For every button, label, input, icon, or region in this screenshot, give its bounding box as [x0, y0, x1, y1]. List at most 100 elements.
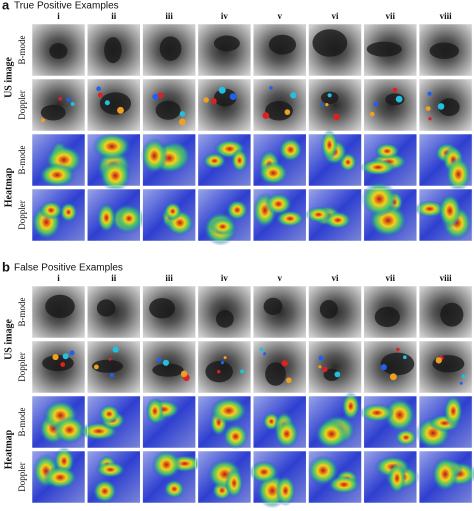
- row-label: Doppler: [17, 352, 27, 382]
- image-bg: [32, 79, 85, 131]
- heatmap: [31, 133, 86, 188]
- heatmap: [87, 450, 141, 504]
- image-border: [197, 285, 252, 339]
- image-border: [308, 23, 362, 77]
- us-image: [87, 23, 141, 77]
- activation: [341, 391, 360, 421]
- activation: [305, 206, 333, 223]
- panel-title: False Positive Examples: [14, 263, 123, 274]
- column-label: v: [277, 273, 282, 283]
- heatmap: [252, 188, 307, 242]
- us-image: [31, 23, 86, 77]
- group-label: Heatmap: [3, 167, 14, 207]
- heatmap: [197, 188, 252, 246]
- activation: [209, 217, 237, 236]
- doppler-flow: [284, 109, 291, 115]
- doppler-flow: [179, 111, 186, 117]
- activation: [151, 450, 182, 480]
- activation: [117, 207, 142, 230]
- activation: [359, 159, 397, 176]
- column-label: i: [57, 11, 60, 21]
- heatmap: [142, 188, 196, 242]
- heatmap: [307, 450, 362, 504]
- doppler-flow: [96, 86, 101, 92]
- doppler-flow: [392, 87, 398, 93]
- us-image: [418, 23, 473, 77]
- image-border: [363, 450, 418, 504]
- activation: [314, 418, 349, 450]
- image-border: [308, 395, 362, 449]
- activation: [361, 181, 398, 218]
- activation: [202, 152, 227, 170]
- activation: [99, 159, 131, 192]
- doppler-flow: [334, 371, 341, 378]
- activation: [431, 456, 459, 492]
- row-label: B-mode: [17, 35, 27, 64]
- doppler-flow: [327, 93, 332, 98]
- image-border: [252, 395, 307, 449]
- activation: [274, 419, 299, 449]
- doppler-flow: [220, 361, 225, 365]
- image-border: [308, 285, 362, 339]
- lesion: [214, 88, 237, 107]
- doppler-flow: [403, 355, 407, 360]
- image-border: [197, 340, 252, 394]
- us-image: [197, 340, 252, 394]
- image-border: [142, 133, 196, 187]
- activation: [59, 202, 78, 223]
- image-border: [418, 285, 473, 339]
- heatmap: [415, 394, 473, 450]
- doppler-flow: [240, 369, 245, 374]
- doppler-flow: [290, 92, 297, 99]
- activation: [222, 423, 249, 450]
- image-border: [142, 23, 196, 77]
- doppler-flow: [325, 102, 329, 107]
- us-image: [142, 23, 196, 77]
- image-border: [87, 450, 141, 504]
- us-image: [308, 340, 362, 394]
- lesion: [374, 306, 400, 328]
- activation: [39, 200, 63, 220]
- lesion: [91, 359, 124, 373]
- panel-letter: a: [2, 0, 10, 12]
- heatmap: [78, 395, 141, 449]
- activation: [264, 192, 293, 216]
- us-image: [308, 78, 362, 132]
- doppler-flow: [369, 111, 375, 117]
- lesion: [159, 36, 182, 61]
- us-image: [252, 285, 307, 339]
- image-border: [197, 188, 252, 242]
- activation: [327, 475, 361, 494]
- lesion: [380, 352, 415, 376]
- heatmap: [361, 181, 418, 242]
- lesion: [366, 41, 402, 57]
- us-image: [363, 23, 418, 77]
- activation: [224, 467, 244, 499]
- image-border: [308, 78, 362, 132]
- doppler-flow: [395, 95, 403, 103]
- activation: [140, 137, 168, 174]
- image-border: [31, 188, 86, 242]
- doppler-flow: [425, 106, 431, 111]
- image-border: [197, 133, 252, 187]
- doppler-flow: [262, 112, 270, 119]
- lesion: [155, 100, 181, 120]
- image-border: [31, 133, 86, 187]
- doppler-flow: [389, 373, 397, 381]
- heatmap: [140, 133, 196, 187]
- image-border: [87, 133, 141, 187]
- image-border: [142, 188, 196, 242]
- image-border: [308, 340, 362, 394]
- doppler-flow: [97, 92, 103, 98]
- doppler-flow: [259, 347, 264, 352]
- lesion: [268, 34, 297, 55]
- image-border: [31, 450, 86, 504]
- heatmap: [359, 133, 418, 187]
- doppler-flow: [427, 91, 432, 96]
- us-image: [87, 78, 141, 132]
- image-border: [142, 78, 196, 132]
- doppler-flow: [157, 92, 164, 99]
- heatmap: [252, 395, 307, 449]
- doppler-flow: [69, 350, 75, 356]
